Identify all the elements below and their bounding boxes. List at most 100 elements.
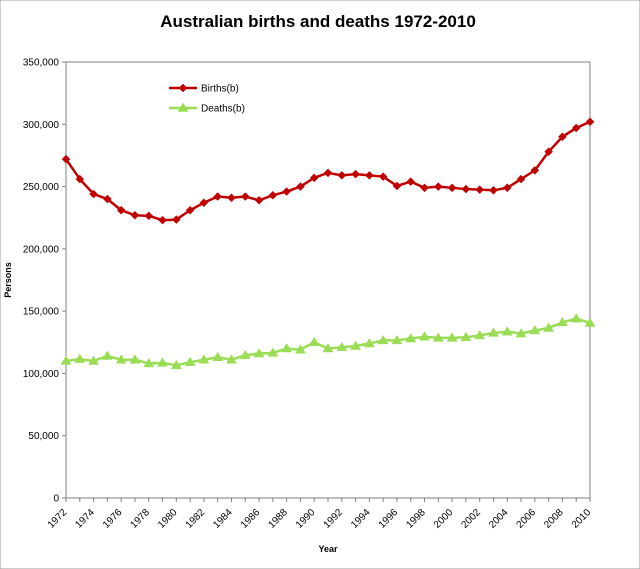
y-tick-label: 350,000: [23, 58, 60, 69]
data-point: [198, 354, 210, 364]
data-point: [446, 332, 458, 342]
data-point: [227, 193, 236, 203]
y-tick-label: 50,000: [28, 431, 59, 442]
data-point: [239, 349, 251, 360]
data-point: [433, 182, 443, 191]
data-point: [296, 182, 305, 191]
data-point: [420, 183, 429, 193]
data-point: [184, 356, 196, 366]
data-point: [501, 326, 513, 336]
data-point: [212, 351, 224, 361]
chart-title: Australian births and deaths 1972-2010: [160, 12, 476, 31]
data-point: [363, 338, 375, 348]
data-point: [351, 169, 360, 179]
data-point: [432, 332, 444, 342]
y-tick-label: 0: [53, 494, 59, 505]
legend-label: Deaths(b): [201, 104, 245, 115]
series-births: [61, 117, 595, 225]
y-tick-label: 150,000: [23, 307, 60, 318]
data-point: [254, 195, 264, 205]
data-point: [308, 336, 320, 347]
data-point: [144, 211, 154, 221]
data-point: [75, 174, 85, 184]
data-point: [378, 172, 388, 181]
data-point: [488, 327, 499, 337]
data-point: [178, 83, 188, 93]
y-tick-label: 300,000: [23, 120, 60, 131]
data-point: [489, 185, 498, 195]
data-point: [323, 168, 333, 178]
data-point: [516, 174, 526, 184]
data-point: [530, 166, 540, 175]
data-point: [556, 316, 568, 327]
data-point: [226, 354, 237, 364]
data-point: [170, 359, 182, 370]
data-point: [267, 347, 279, 357]
data-point: [529, 324, 541, 335]
y-tick-label: 100,000: [23, 369, 60, 380]
data-point: [177, 102, 189, 112]
data-point: [130, 210, 140, 220]
data-point: [447, 183, 457, 193]
data-point: [475, 185, 485, 195]
data-point: [61, 154, 71, 164]
data-point: [213, 192, 223, 201]
data-point: [157, 357, 168, 367]
data-point: [294, 344, 306, 354]
data-point: [365, 171, 374, 180]
data-point: [336, 341, 348, 352]
data-point: [74, 353, 86, 363]
data-point: [377, 334, 389, 345]
data-point: [88, 355, 100, 365]
data-point: [584, 317, 596, 327]
data-point: [322, 343, 334, 353]
data-point: [158, 215, 167, 225]
y-axis: 0 50,000 100,000 150,000 200,000 250,000 300,0…: [23, 58, 66, 505]
data-point: [101, 350, 113, 360]
x-axis-title: Year: [318, 544, 338, 554]
data-point: [337, 171, 347, 180]
data-point: [474, 329, 486, 340]
series-deaths: [60, 313, 596, 370]
data-point: [350, 340, 362, 350]
legend: Births(b) Deaths(b): [169, 84, 245, 115]
data-point: [515, 328, 527, 338]
data-point: [171, 215, 181, 224]
data-point: [268, 190, 278, 200]
data-point: [460, 331, 472, 342]
y-axis-title: Persons: [3, 262, 13, 298]
series-layer: [60, 117, 596, 370]
plot-area: [65, 61, 591, 499]
data-point: [571, 123, 581, 133]
data-point: [461, 184, 471, 194]
data-point: [391, 334, 403, 345]
data-point: [419, 331, 430, 341]
data-point: [405, 333, 417, 343]
data-point: [143, 357, 155, 368]
data-point: [502, 183, 512, 193]
y-tick-label: 250,000: [23, 182, 60, 193]
data-point: [406, 177, 416, 186]
data-point: [392, 181, 402, 191]
data-point: [240, 192, 250, 201]
legend-label: Births(b): [201, 84, 239, 95]
data-point: [570, 313, 582, 323]
data-point: [129, 354, 141, 364]
data-point: [309, 173, 319, 183]
data-point: [60, 355, 72, 365]
data-point: [281, 343, 293, 353]
data-point: [282, 187, 291, 196]
data-point: [253, 348, 265, 358]
data-point: [543, 322, 555, 332]
data-point: [116, 205, 126, 215]
data-point: [585, 117, 595, 127]
data-point: [558, 132, 567, 142]
data-point: [199, 198, 209, 208]
data-point: [115, 354, 127, 364]
data-point: [544, 147, 553, 157]
data-point: [103, 194, 112, 204]
data-point: [185, 205, 195, 215]
data-point: [89, 189, 98, 199]
